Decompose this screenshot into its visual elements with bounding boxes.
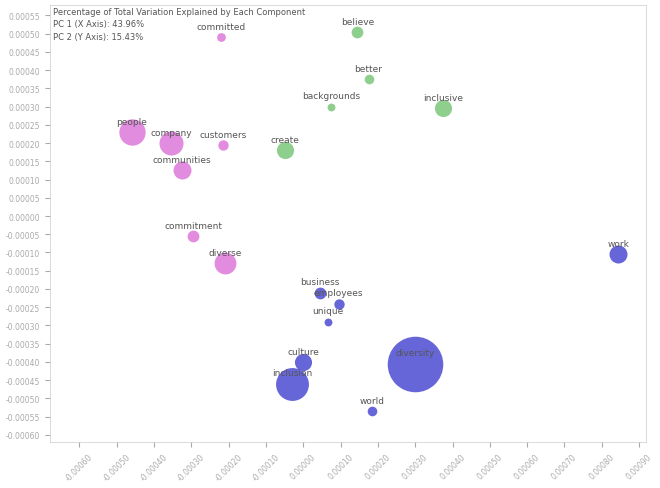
Text: believe: believe (341, 18, 374, 26)
Text: create: create (270, 136, 299, 145)
Text: commitment: commitment (164, 221, 222, 230)
Text: committed: committed (197, 23, 246, 32)
Point (216, 34, 226, 42)
Point (220, 260, 230, 268)
Text: people: people (116, 118, 147, 126)
Text: Percentage of Total Variation Explained by Each Component
PC 1 (X Axis): 43.96%
: Percentage of Total Variation Explained … (53, 8, 305, 41)
Point (367, 407, 378, 415)
Point (410, 360, 420, 368)
Point (287, 380, 298, 388)
Point (127, 129, 137, 137)
Text: inclusive: inclusive (423, 94, 463, 103)
Point (298, 358, 309, 366)
Point (352, 29, 362, 37)
Point (166, 140, 176, 148)
Point (218, 142, 228, 149)
Text: communities: communities (152, 156, 211, 165)
Text: unique: unique (312, 307, 343, 316)
Text: culture: culture (287, 347, 319, 356)
Point (188, 233, 199, 241)
Text: diverse: diverse (209, 248, 242, 258)
Text: work: work (608, 240, 630, 248)
Point (315, 289, 325, 297)
Text: backgrounds: backgrounds (302, 92, 360, 101)
Text: better: better (354, 65, 383, 74)
Text: employees: employees (314, 288, 364, 298)
Text: customers: customers (199, 130, 247, 139)
Point (363, 76, 374, 84)
Text: diversity: diversity (395, 348, 435, 358)
Text: world: world (360, 396, 385, 405)
Point (177, 167, 187, 175)
Text: inclusion: inclusion (272, 368, 312, 378)
Point (438, 105, 448, 113)
Text: company: company (150, 128, 191, 138)
Point (333, 300, 344, 308)
Point (279, 147, 290, 155)
Point (322, 318, 333, 326)
Point (613, 251, 624, 259)
Point (326, 103, 337, 111)
Text: business: business (300, 278, 340, 286)
